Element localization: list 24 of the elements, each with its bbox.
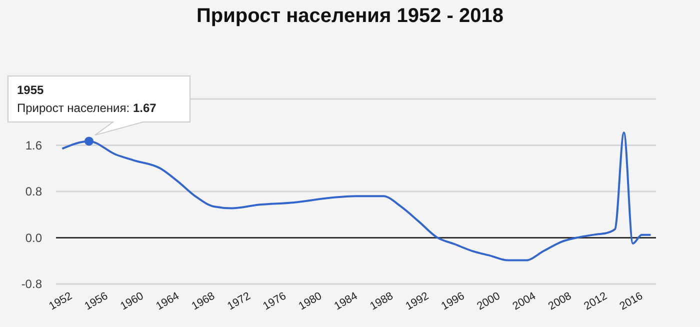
chart-title: Прирост населения 1952 - 2018 (196, 5, 504, 27)
x-tick-label: 1956 (82, 290, 110, 313)
annotation: 1955 Прирост населения: 1.67 (17, 83, 157, 115)
x-tick-label: 1980 (296, 290, 324, 313)
x-tick-label: 1988 (368, 290, 396, 313)
x-tick-label: 1960 (118, 290, 146, 313)
x-tick-label: 2012 (582, 290, 610, 313)
y-tick-label: -0.8 (21, 277, 42, 291)
y-tick-label: 0.0 (25, 230, 42, 245)
y-tick-label: 1.6 (25, 138, 42, 152)
x-tick-label: 1976 (261, 290, 288, 313)
x-tick-label: 1996 (439, 290, 467, 313)
x-tick-label: 2000 (475, 290, 502, 313)
x-tick-label: 1984 (332, 290, 360, 313)
y-tick-label: 0.8 (25, 184, 42, 198)
x-tick-label: 1972 (225, 290, 253, 313)
x-tick-label: 2016 (618, 290, 645, 313)
x-tick-label: 1968 (190, 290, 217, 313)
x-tick-label: 2004 (510, 290, 538, 313)
x-tick-label: 1952 (47, 290, 74, 313)
line-series (61, 132, 652, 262)
x-tick-label: 1992 (404, 290, 431, 313)
x-tick-label: 1964 (154, 290, 182, 313)
x-tick-label: 2008 (546, 290, 574, 313)
